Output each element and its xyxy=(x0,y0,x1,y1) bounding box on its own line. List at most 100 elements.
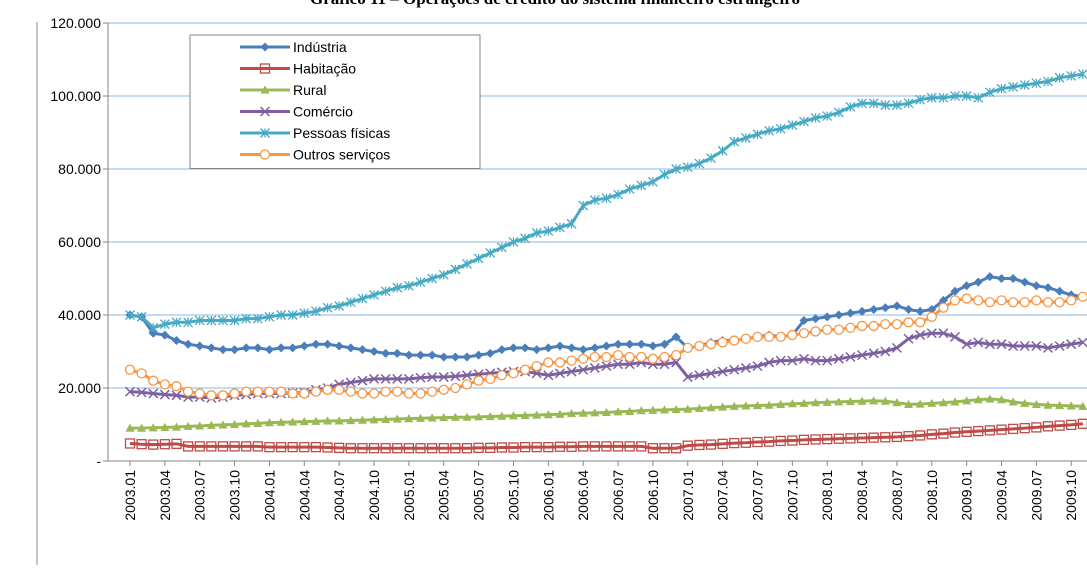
x-tick-label: 2009.07 xyxy=(1028,470,1044,521)
marker xyxy=(625,352,634,361)
x-tick-label: 2005.07 xyxy=(471,470,487,521)
marker xyxy=(695,342,704,351)
marker xyxy=(509,369,518,378)
marker xyxy=(160,380,169,389)
marker xyxy=(997,296,1006,305)
marker xyxy=(370,389,379,398)
marker xyxy=(846,323,855,332)
marker xyxy=(962,294,971,303)
marker xyxy=(637,352,646,361)
marker xyxy=(881,320,890,329)
x-tick-label: 2004.07 xyxy=(331,470,347,521)
marker xyxy=(416,389,425,398)
x-tick-label: 2006.01 xyxy=(540,470,556,521)
x-tick-label: 2007.01 xyxy=(680,470,696,521)
marker xyxy=(858,321,867,330)
x-tick-label: 2009.01 xyxy=(959,470,975,521)
marker xyxy=(916,318,925,327)
legend-label: Rural xyxy=(293,82,326,98)
marker xyxy=(834,325,843,334)
marker xyxy=(683,343,692,352)
legend-label: Pessoas físicas xyxy=(293,125,390,141)
marker xyxy=(741,334,750,343)
marker xyxy=(1009,298,1018,307)
marker xyxy=(753,332,762,341)
marker xyxy=(149,376,158,385)
marker xyxy=(718,338,727,347)
marker xyxy=(439,385,448,394)
x-tick-label: 2008.01 xyxy=(819,470,835,521)
marker xyxy=(288,389,297,398)
marker xyxy=(590,352,599,361)
marker xyxy=(765,332,774,341)
x-tick-label: 2003.07 xyxy=(192,470,208,521)
x-tick-label: 2006.07 xyxy=(610,470,626,521)
marker xyxy=(567,356,576,365)
marker xyxy=(799,329,808,338)
y-tick-label: 120.000 xyxy=(50,15,101,31)
marker xyxy=(544,358,553,367)
x-tick-label: 2004.04 xyxy=(296,470,312,521)
marker xyxy=(393,387,402,396)
marker xyxy=(1055,298,1064,307)
x-tick-label: 2008.10 xyxy=(924,470,940,521)
x-tick-label: 2007.04 xyxy=(715,470,731,521)
marker xyxy=(614,351,623,360)
legend-label: Habitação xyxy=(293,61,356,77)
marker xyxy=(265,387,274,396)
legend-label: Indústria xyxy=(293,39,347,55)
marker xyxy=(261,150,270,159)
marker xyxy=(184,387,193,396)
x-tick-label: 2007.07 xyxy=(749,470,765,521)
marker xyxy=(555,358,564,367)
marker xyxy=(311,387,320,396)
marker xyxy=(521,365,530,374)
marker xyxy=(707,340,716,349)
marker xyxy=(126,365,135,374)
marker xyxy=(939,303,948,312)
marker xyxy=(137,369,146,378)
marker xyxy=(1032,296,1041,305)
marker xyxy=(823,325,832,334)
x-tick-label: 2003.04 xyxy=(157,470,173,521)
marker xyxy=(904,318,913,327)
y-tick-label: 80.000 xyxy=(58,161,101,177)
marker xyxy=(951,296,960,305)
x-tick-label: 2005.01 xyxy=(401,470,417,521)
marker xyxy=(486,374,495,383)
marker xyxy=(1020,298,1029,307)
marker xyxy=(428,387,437,396)
marker xyxy=(1078,292,1087,301)
legend: Indústria Habitação Rural Comércio Pessoas f… xyxy=(190,35,480,169)
marker xyxy=(927,312,936,321)
x-tick-label: 2006.10 xyxy=(645,470,661,521)
marker xyxy=(811,327,820,336)
marker xyxy=(451,384,460,393)
legend-label: Outros serviços xyxy=(293,147,390,163)
marker xyxy=(323,385,332,394)
marker xyxy=(277,387,286,396)
marker xyxy=(660,352,669,361)
marker xyxy=(404,389,413,398)
x-tick-label: 2003.01 xyxy=(122,470,138,521)
marker xyxy=(730,336,739,345)
marker xyxy=(195,389,204,398)
y-tick-label: 100.000 xyxy=(50,88,101,104)
marker xyxy=(602,352,611,361)
x-tick-label: 2005.10 xyxy=(505,470,521,521)
marker xyxy=(218,391,227,400)
marker xyxy=(497,371,506,380)
marker xyxy=(1043,298,1052,307)
x-tick-label: 2006.04 xyxy=(575,470,591,521)
x-tick-label: 2005.04 xyxy=(436,470,452,521)
marker xyxy=(172,382,181,391)
x-tick-label: 2009.10 xyxy=(1063,470,1079,521)
marker xyxy=(358,389,367,398)
marker xyxy=(207,391,216,400)
legend-label: Comércio xyxy=(293,104,353,120)
x-tick-label: 2007.10 xyxy=(784,470,800,521)
marker xyxy=(335,385,344,394)
marker xyxy=(776,332,785,341)
y-tick-label: 60.000 xyxy=(58,234,101,250)
marker xyxy=(788,331,797,340)
